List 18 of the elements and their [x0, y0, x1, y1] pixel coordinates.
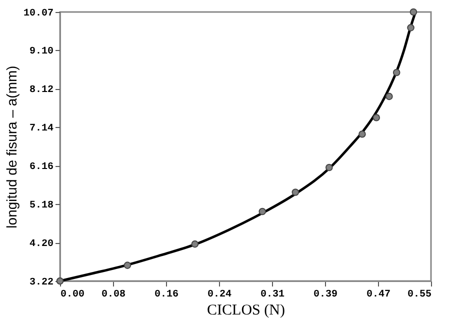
x-tick-label: 0.39 [314, 290, 338, 300]
y-tick-label: 7.14 [29, 124, 54, 135]
y-tick-label: 9.10 [29, 46, 54, 58]
y-tick-label: 10.07 [23, 8, 54, 20]
y-tick-label: 8.12 [29, 85, 54, 96]
x-axis-title: CICLOS (N) [207, 302, 285, 318]
x-tick-label: 0.24 [207, 290, 232, 300]
x-tick-label: 0.55 [407, 290, 432, 300]
y-tick-label: 6.16 [29, 162, 54, 174]
y-tick-label: 4.20 [29, 239, 54, 250]
y-tick-label: 3.22 [29, 278, 54, 288]
x-tick-label: 0.31 [260, 290, 285, 300]
x-tick-label: 0.16 [154, 290, 178, 300]
y-tick-label: 5.18 [29, 200, 54, 212]
x-tick-label: 0.00 [60, 290, 85, 300]
y-axis-title: longitud de fisura – a(mm) [3, 66, 20, 228]
x-tick-label: 0.08 [102, 290, 126, 300]
x-tick-label: 0.47 [366, 290, 390, 300]
